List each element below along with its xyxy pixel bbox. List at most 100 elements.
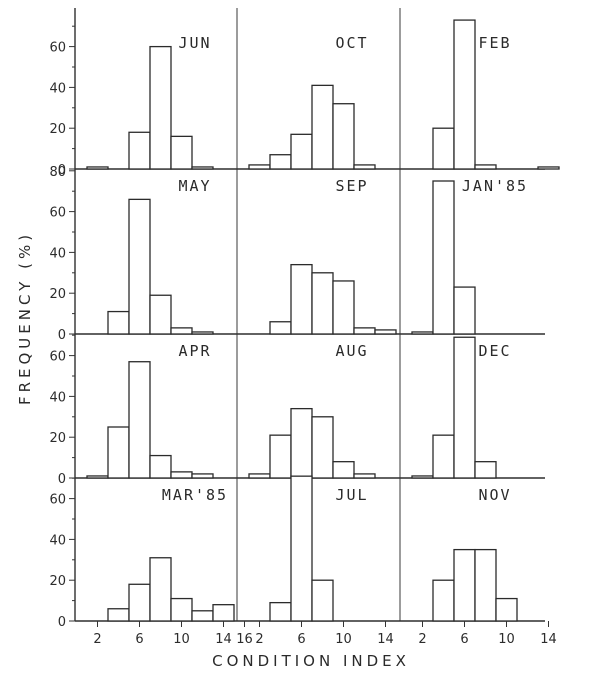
panel-label: AUG: [335, 342, 368, 360]
bar: [170, 471, 193, 479]
bar: [191, 331, 214, 335]
bar: [128, 131, 151, 170]
bar: [290, 263, 313, 335]
bar: [149, 45, 172, 170]
panels: JUN OCT FEB MAY SEP JAN'85 APR AUG DEC MAR'85 JUL N…: [86, 19, 560, 622]
bar: [107, 608, 130, 622]
panel-mar85: MAR'85: [107, 486, 235, 622]
x-tick-label: 6: [135, 632, 143, 647]
bar: [311, 416, 334, 479]
y-tick-label: 40: [49, 390, 66, 405]
panel-oct: OCT: [248, 34, 376, 170]
x-tick-label: 10: [173, 632, 190, 647]
bar: [432, 434, 455, 479]
bar: [149, 454, 172, 479]
panel-label: NOV: [478, 486, 511, 504]
y-tick-label: 20: [49, 122, 66, 137]
bar: [128, 198, 151, 335]
y-tick-label: 20: [49, 287, 66, 302]
bar: [474, 164, 497, 170]
bar: [453, 336, 476, 479]
bar: [353, 473, 376, 479]
bar: [149, 557, 172, 622]
y-tick-label: 0: [58, 163, 66, 178]
bar: [248, 473, 271, 479]
bar: [191, 610, 214, 622]
bar: [432, 127, 455, 170]
y-tick-label: 0: [58, 472, 66, 487]
panel-jun: JUN: [86, 34, 214, 170]
panel-apr: APR: [86, 342, 214, 479]
panel-jan85: JAN'85: [411, 177, 528, 335]
bar: [170, 135, 193, 170]
bar: [411, 331, 434, 335]
bar: [353, 327, 376, 335]
x-tick-label: 6: [297, 632, 305, 647]
bar: [474, 461, 497, 479]
bar: [191, 166, 214, 170]
bar: [128, 583, 151, 622]
bar: [149, 294, 172, 335]
panel-label: MAR'85: [162, 486, 228, 504]
x-axis-title: CONDITION INDEX: [212, 652, 410, 670]
bar: [212, 604, 235, 622]
bar: [269, 434, 292, 479]
bar: [170, 327, 193, 335]
bar: [311, 579, 334, 622]
x-tick-label: 6: [460, 632, 468, 647]
panel-sep: SEP: [269, 177, 397, 335]
bar: [290, 475, 313, 622]
bar: [248, 164, 271, 170]
panel-label: JAN'85: [462, 177, 528, 195]
panel-label: JUL: [335, 486, 368, 504]
panel-may: MAY: [107, 177, 214, 335]
bar: [474, 548, 497, 622]
panel-feb: FEB: [432, 19, 560, 170]
x-tick-label: 2: [255, 632, 263, 647]
y-tick-label: 0: [58, 328, 66, 343]
bar: [269, 321, 292, 335]
bar: [290, 133, 313, 170]
x-tick-label: 10: [335, 632, 352, 647]
bar: [332, 280, 355, 335]
y-tick-label: 20: [49, 431, 66, 446]
y-tick-label: 20: [49, 574, 66, 589]
bar: [332, 103, 355, 170]
bar: [86, 475, 109, 479]
y-axis-title: FREQUENCY (%): [16, 231, 34, 405]
panel-label: SEP: [335, 177, 368, 195]
panel-label: MAY: [178, 177, 211, 195]
y-tick-label: 40: [49, 81, 66, 96]
bar: [432, 180, 455, 335]
y-tick-label: 0: [58, 615, 66, 630]
panel-nov: NOV: [432, 486, 518, 622]
panel-aug: AUG: [248, 342, 376, 479]
x-tick-label: 14: [215, 632, 232, 647]
bar: [453, 286, 476, 335]
bar: [107, 426, 130, 479]
bar: [311, 272, 334, 335]
x-axis: 2 6 10 14 16 2 6 10 14 2 6 10 14: [93, 621, 557, 647]
bar: [411, 475, 434, 479]
panel-label: JUN: [178, 34, 211, 52]
panel-label: FEB: [478, 34, 511, 52]
x-tick-label: 16: [236, 632, 253, 647]
bar: [374, 329, 397, 335]
bar: [453, 548, 476, 622]
y-tick-label: 60: [49, 350, 66, 365]
bar: [332, 461, 355, 479]
panel-label: APR: [178, 342, 211, 360]
y-tick-label: 40: [49, 533, 66, 548]
bar: [128, 361, 151, 479]
bar: [86, 166, 109, 170]
panel-jul: JUL: [269, 475, 368, 622]
y-tick-label: 60: [49, 41, 66, 56]
bar: [290, 407, 313, 479]
bar: [191, 473, 214, 479]
y-tick-label: 60: [49, 206, 66, 221]
bar: [353, 164, 376, 170]
bar: [269, 154, 292, 170]
panel-label: OCT: [335, 34, 368, 52]
